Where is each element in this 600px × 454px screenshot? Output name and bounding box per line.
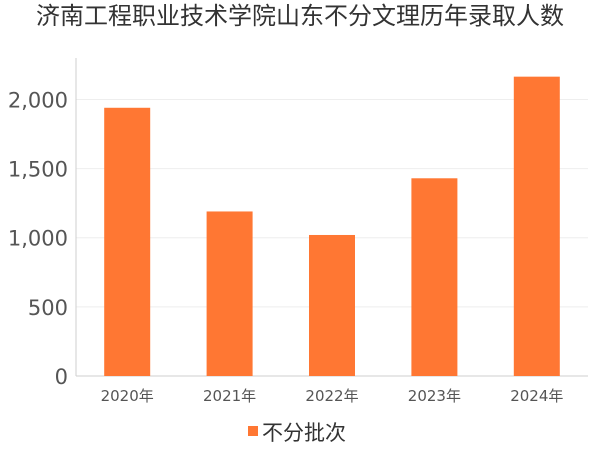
x-tick-label-2023年: 2023年 <box>408 387 461 405</box>
legend-label: 不分批次 <box>262 421 346 445</box>
bar-2024年 <box>513 76 560 376</box>
y-tick-label-1500: 1,500 <box>8 158 68 182</box>
bar-2020年 <box>104 107 151 376</box>
labels-layer: 0 500 1,000 1,500 2,000 2020年 2021年 2022年 2023年 2… <box>8 88 564 405</box>
chart-title: 济南工程职业技术学院山东不分文理历年录取人数 <box>36 2 564 30</box>
x-tick-label-2022年: 2022年 <box>305 387 358 405</box>
y-tick-label-2000: 2,000 <box>8 88 68 112</box>
bars-layer <box>104 76 560 376</box>
legend-swatch <box>248 426 258 436</box>
y-tick-label-1000: 1,000 <box>8 227 68 251</box>
y-tick-label-0: 0 <box>55 365 68 389</box>
x-tick-label-2021年: 2021年 <box>203 387 256 405</box>
bar-2021年 <box>206 211 253 376</box>
x-tick-label-2024年: 2024年 <box>510 387 563 405</box>
x-tick-label-2020年: 2020年 <box>101 387 154 405</box>
y-tick-label-500: 500 <box>28 296 68 320</box>
legend: 不分批次 <box>248 421 346 445</box>
bar-2022年 <box>309 234 355 376</box>
bar-2023年 <box>411 178 458 376</box>
